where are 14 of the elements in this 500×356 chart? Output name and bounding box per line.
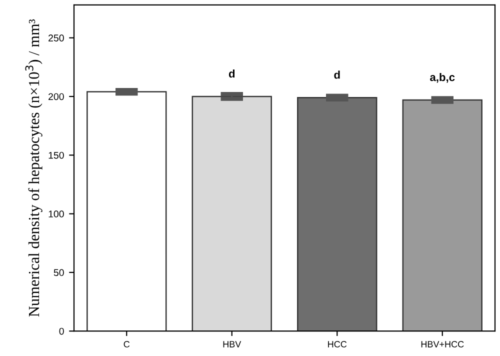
annotation: d: [228, 69, 235, 78]
y-tick-label: 0: [59, 328, 64, 335]
y-axis-title: Numerical density of hepatocytes (n×10$^{3}$) / mm³: [25, 19, 42, 317]
y-tick-label: 250: [48, 34, 64, 42]
y-tick-label: 150: [48, 152, 64, 159]
x-tick-label: HBV: [223, 341, 242, 348]
y-tick-label: 200: [48, 93, 64, 100]
y-tick-label: 50: [54, 269, 64, 276]
x-tick-label: C: [124, 341, 130, 348]
y-tick-label: 100: [48, 210, 64, 218]
x-tick-label: HBV+HCC: [421, 341, 464, 348]
x-tick-label: HCC: [328, 341, 347, 348]
annotation: d: [334, 70, 340, 79]
annotation: a,b,c: [430, 72, 455, 83]
